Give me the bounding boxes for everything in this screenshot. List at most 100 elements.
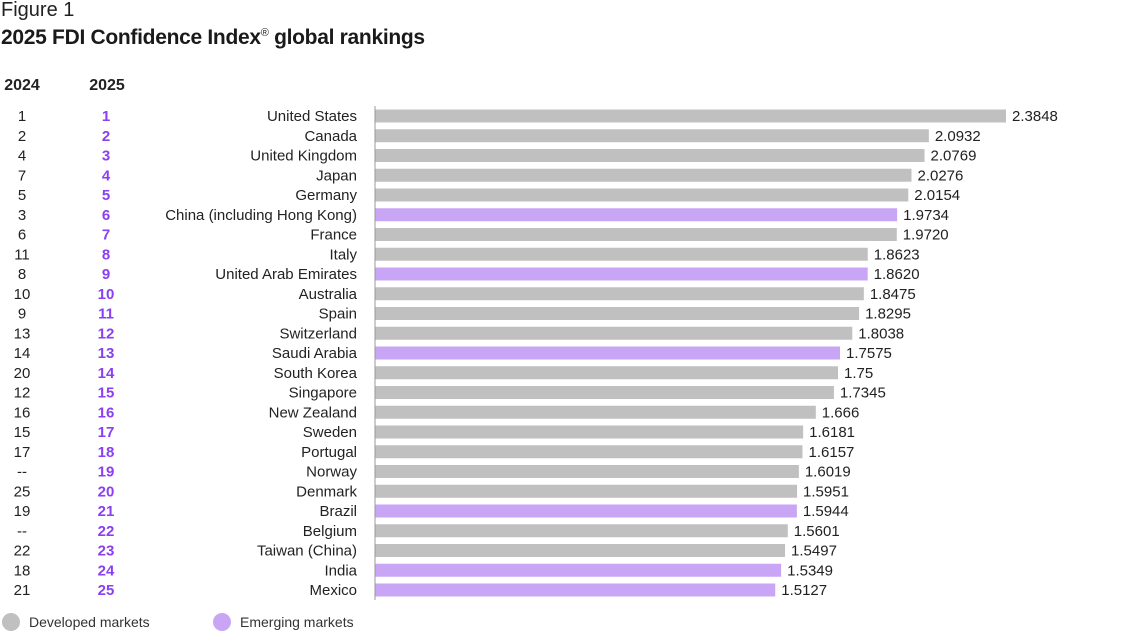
bar [375, 563, 782, 577]
value-label: 1.9734 [903, 207, 949, 224]
rank-2024: 18 [14, 562, 31, 579]
legend-emerging: Emerging markets [213, 613, 354, 631]
bar [375, 267, 868, 281]
rank-2025: 5 [102, 187, 110, 204]
rank-2025: 19 [98, 464, 115, 481]
country-label: United States [267, 108, 357, 125]
rank-2024: -- [17, 523, 27, 540]
rank-2024: 8 [18, 266, 26, 283]
rank-2024: 19 [14, 503, 31, 520]
rank-2024: 11 [14, 246, 30, 263]
legend-emerging-label: Emerging markets [240, 614, 354, 630]
value-label: 1.666 [822, 404, 860, 421]
country-label: Sweden [303, 424, 357, 441]
rank-2024: 12 [14, 385, 31, 402]
value-label: 1.5497 [791, 543, 837, 560]
bar [375, 366, 839, 380]
rank-2025: 24 [98, 562, 115, 579]
rank-2024: 2 [18, 128, 26, 145]
emerging-swatch-icon [213, 613, 231, 631]
value-label: 1.8295 [865, 306, 911, 323]
bar [375, 228, 897, 241]
value-label: 1.5944 [803, 503, 849, 520]
country-label: United Arab Emirates [215, 266, 357, 283]
bar [375, 168, 912, 182]
rank-2024: 7 [18, 167, 26, 184]
bar [375, 188, 909, 202]
bar [375, 109, 1006, 123]
rank-2025: 15 [98, 385, 115, 402]
legend-developed-label: Developed markets [29, 614, 150, 630]
rank-2024: 22 [14, 543, 31, 560]
rank-2025: 8 [102, 246, 110, 263]
value-label: 1.7345 [840, 385, 886, 402]
rank-2024: 21 [14, 582, 31, 599]
country-label: Singapore [289, 385, 357, 402]
country-label: Italy [329, 246, 357, 263]
figure-label: Figure 1 [1, 0, 75, 21]
rank-2025: 2 [102, 128, 110, 145]
country-label: Belgium [303, 523, 357, 540]
rank-2025: 21 [98, 503, 115, 520]
value-label: 1.6157 [809, 444, 855, 461]
rank-2025: 10 [98, 286, 115, 303]
rank-2025: 4 [102, 167, 111, 184]
rank-2025: 16 [98, 404, 115, 421]
country-label: Canada [304, 128, 357, 145]
country-label: China (including Hong Kong) [165, 207, 357, 224]
bar [375, 346, 841, 360]
rank-2025: 13 [98, 345, 115, 362]
bar [375, 129, 929, 143]
rank-2025: 14 [98, 365, 115, 382]
bar [375, 524, 788, 538]
rank-2025: 23 [98, 543, 115, 560]
country-label: Denmark [296, 483, 357, 500]
rank-2024: 15 [14, 424, 31, 441]
bar [375, 425, 804, 439]
rank-2025: 20 [98, 483, 115, 500]
rank-2024: 20 [14, 365, 31, 382]
country-label: Switzerland [279, 325, 357, 342]
value-label: 1.5951 [803, 483, 849, 500]
country-label: Portugal [301, 444, 357, 461]
rank-2024: 9 [18, 306, 26, 323]
rank-2024: 6 [18, 227, 26, 244]
value-label: 2.0769 [931, 148, 977, 165]
bar [375, 405, 816, 419]
rank-2025: 1 [102, 108, 110, 125]
bar [375, 583, 776, 597]
country-label: United Kingdom [250, 148, 357, 165]
value-label: 1.8623 [874, 246, 920, 263]
bar [375, 287, 864, 301]
country-label: Japan [316, 167, 357, 184]
country-label: Norway [306, 464, 357, 481]
country-label: New Zealand [269, 404, 357, 421]
value-label: 1.5127 [781, 582, 827, 599]
rank-2025: 22 [98, 523, 115, 540]
value-label: 1.6019 [805, 464, 851, 481]
bar [375, 386, 834, 399]
rank-2025: 9 [102, 266, 110, 283]
value-label: 1.8475 [870, 286, 916, 303]
bar [375, 247, 868, 261]
country-label: Australia [299, 286, 358, 303]
country-label: Mexico [309, 582, 357, 599]
chart-title-suffix: global rankings [268, 26, 425, 49]
rank-2025: 18 [98, 444, 115, 461]
value-label: 1.8620 [874, 266, 920, 283]
value-label: 2.0276 [917, 167, 963, 184]
bar [375, 445, 803, 459]
country-label: Spain [319, 306, 357, 323]
country-label: France [310, 227, 357, 244]
registered-mark: ® [260, 27, 269, 39]
rank-2024: 16 [14, 404, 31, 421]
header-2025: 2025 [89, 77, 125, 94]
country-label: Taiwan (China) [257, 543, 357, 560]
value-label: 1.6181 [809, 424, 855, 441]
rank-2025: 11 [98, 306, 114, 323]
rank-2024: 4 [18, 148, 26, 165]
bar [375, 149, 925, 162]
country-label: Germany [295, 187, 357, 204]
header-2024: 2024 [4, 77, 40, 94]
